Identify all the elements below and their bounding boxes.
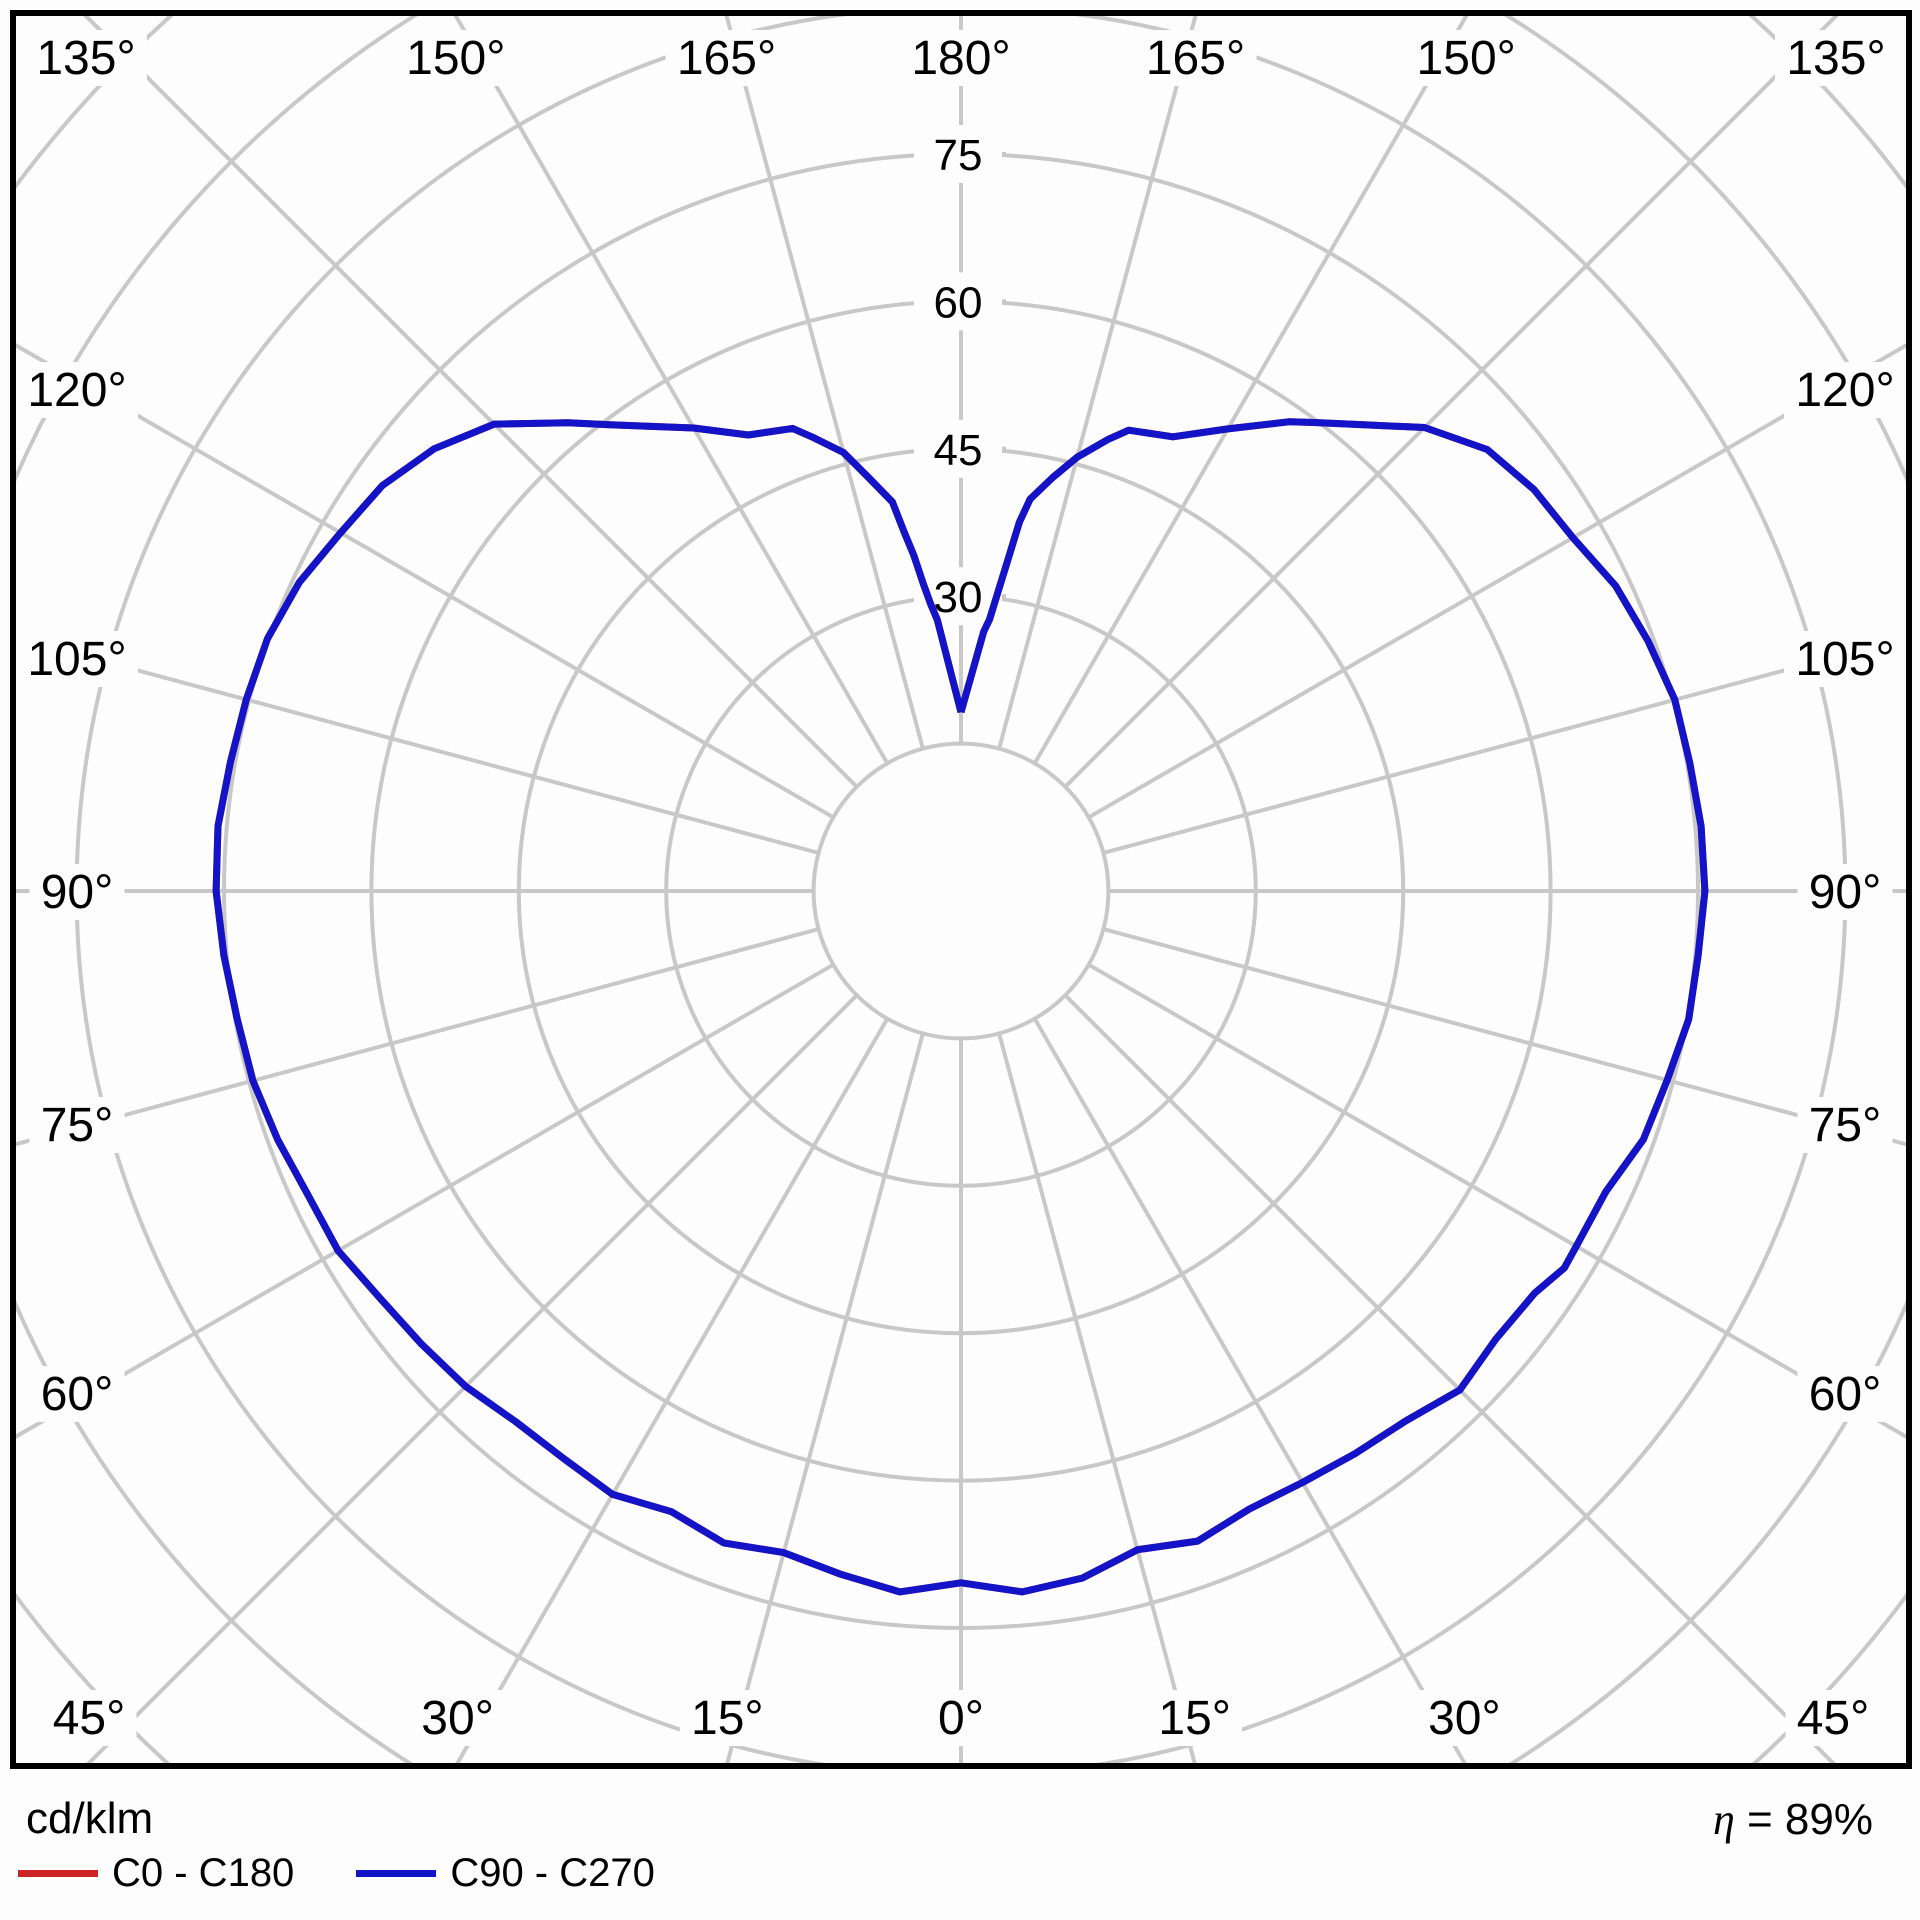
angle-label-bg xyxy=(1405,30,1528,86)
legend-swatch xyxy=(18,1869,98,1877)
angle-label-bg xyxy=(1784,631,1906,688)
curve-c90-c270 xyxy=(212,418,1709,1596)
angle-label-bg xyxy=(1134,30,1257,86)
grid-ray-195 xyxy=(724,16,925,750)
angle-label-bg xyxy=(1147,1690,1243,1746)
angle-label-R135: 135° xyxy=(1786,32,1885,85)
angle-label-bg xyxy=(900,30,1022,86)
angle-label-bg xyxy=(29,1096,125,1153)
angle-label-L15: 15° xyxy=(691,1692,764,1745)
ring-label-75: 75 xyxy=(934,131,983,180)
angle-label-bg xyxy=(29,1365,125,1422)
angle-label-R105: 105° xyxy=(1795,633,1894,686)
grid-ray-30 xyxy=(1032,1017,1467,1763)
angle-label-bg xyxy=(410,1690,506,1746)
angle-label-bg xyxy=(1797,1096,1893,1153)
units-label: cd/klm xyxy=(26,1794,154,1843)
angle-label-bg xyxy=(1784,362,1906,419)
grid-ray-60 xyxy=(1087,962,1906,1439)
angle-label-R15: 15° xyxy=(1158,1692,1231,1745)
angle-label-L60: 60° xyxy=(41,1368,114,1421)
grid-ray-150 xyxy=(1032,16,1469,765)
grid-ray-225 xyxy=(83,16,859,789)
grid-ray-300 xyxy=(16,962,835,1439)
grid-ray-45 xyxy=(1063,993,1836,1763)
grid-ray-330 xyxy=(455,1017,890,1763)
legend-item-C90-C270: C90 - C270 xyxy=(356,1851,655,1896)
legend: C0 - C180 C90 - C270 xyxy=(18,1848,717,1898)
ring-label-30: 30 xyxy=(934,573,983,622)
legend-swatch xyxy=(356,1869,437,1877)
grid-ray-75 xyxy=(1102,927,1906,1147)
angle-label-R0: 0° xyxy=(938,1692,984,1745)
grid-ray-285 xyxy=(16,927,820,1147)
ring-label-bg xyxy=(914,419,1002,478)
angle-label-bg xyxy=(25,30,147,86)
eta-symbol: η xyxy=(1712,1795,1735,1844)
angle-label-R90: 90° xyxy=(1809,866,1882,919)
angle-label-L90: 90° xyxy=(41,866,114,919)
angle-label-R120: 120° xyxy=(1795,364,1894,417)
grid-ray-315 xyxy=(86,993,859,1763)
angle-label-R180: 180° xyxy=(911,32,1010,85)
angle-label-L75: 75° xyxy=(41,1099,114,1152)
angle-label-L120: 120° xyxy=(27,364,126,417)
angle-label-L165: 165° xyxy=(677,32,776,85)
grid-ray-345 xyxy=(725,1032,925,1763)
angle-label-bg xyxy=(679,1690,775,1746)
angle-label-R165: 165° xyxy=(1146,32,1245,85)
angle-label-bg xyxy=(16,362,138,419)
grid-ray-255 xyxy=(16,635,820,855)
legend-label: C0 - C180 xyxy=(112,1850,295,1895)
legend-label: C90 - C270 xyxy=(450,1850,655,1895)
grid-ray-210 xyxy=(453,16,890,765)
ring-label-45: 45 xyxy=(934,426,983,475)
eta-value: = 89% xyxy=(1747,1795,1873,1844)
grid-ray-240 xyxy=(16,343,835,820)
grid-ray-165 xyxy=(997,16,1198,750)
angle-label-bg xyxy=(41,1690,137,1746)
angle-label-bg xyxy=(1775,30,1897,86)
efficiency-label: η = 89% xyxy=(1713,1794,1873,1845)
angle-label-L150: 150° xyxy=(406,32,505,85)
angle-label-L45: 45° xyxy=(53,1692,126,1745)
angle-label-bg xyxy=(927,1690,995,1746)
angle-label-bg xyxy=(1797,1365,1893,1422)
grid-ray-105 xyxy=(1102,635,1906,855)
angle-label-bg xyxy=(665,30,788,86)
angle-label-R150: 150° xyxy=(1417,32,1516,85)
angle-label-R60: 60° xyxy=(1809,1368,1882,1421)
angle-label-L105: 105° xyxy=(27,633,126,686)
angle-label-R45: 45° xyxy=(1797,1692,1870,1745)
angle-label-bg xyxy=(1797,864,1893,920)
grid-ray-15 xyxy=(997,1032,1197,1763)
chart-frame xyxy=(10,10,1912,1769)
angle-label-L30: 30° xyxy=(421,1692,494,1745)
angle-label-R75: 75° xyxy=(1809,1099,1882,1152)
ring-label-60: 60 xyxy=(934,278,983,327)
angle-label-R30: 30° xyxy=(1428,1692,1501,1745)
angle-label-bg xyxy=(394,30,517,86)
angle-label-bg xyxy=(29,864,125,920)
angle-label-L135: 135° xyxy=(36,32,135,85)
ring-label-bg xyxy=(914,125,1002,183)
angle-label-bg xyxy=(16,631,138,688)
angle-label-bg xyxy=(1785,1690,1881,1746)
ring-label-bg xyxy=(914,272,1002,331)
grid-ray-135 xyxy=(1063,16,1839,789)
legend-item-C0-C180: C0 - C180 xyxy=(18,1851,294,1896)
angle-label-bg xyxy=(1416,1690,1512,1746)
grid-ray-120 xyxy=(1087,343,1906,820)
